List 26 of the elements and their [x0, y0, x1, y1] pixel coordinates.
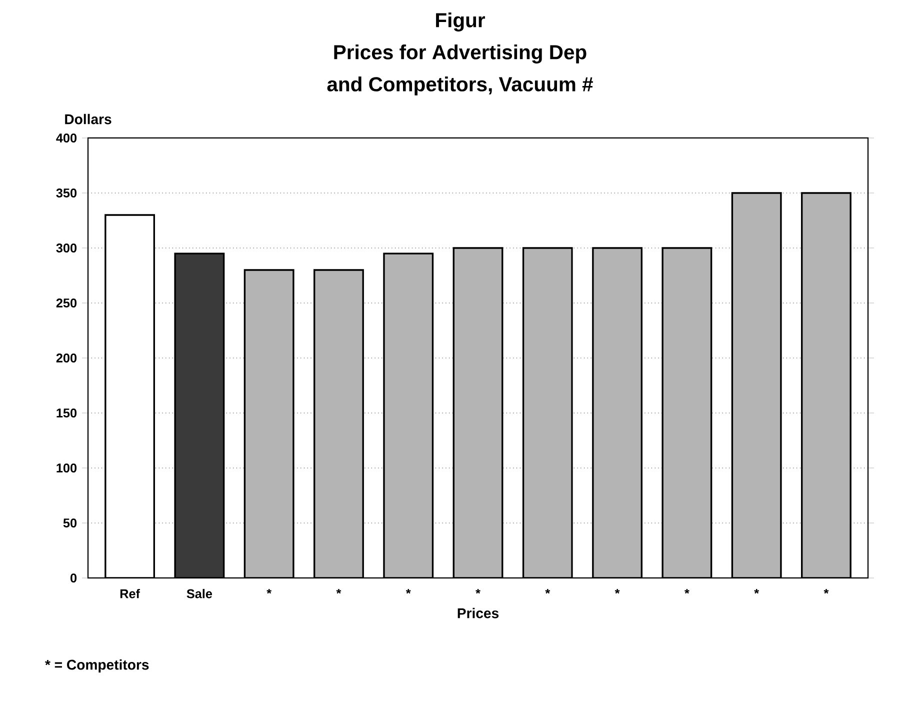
y-tick-label: 100: [56, 464, 77, 472]
chart-title: Prices for Advertising Dep: [334, 44, 586, 64]
x-tick-label: *: [824, 588, 829, 594]
y-axis-title: Dollars: [65, 114, 112, 124]
y-tick-label: 300: [56, 243, 77, 252]
y-tick-label: 0: [70, 574, 77, 582]
text: * = Competitors: [45, 659, 149, 673]
x-tick-label: *: [754, 588, 760, 594]
y-tick-label: 400: [56, 134, 77, 142]
y-tick-label: 50: [63, 518, 77, 528]
y-tick-label: 150: [56, 408, 77, 418]
x-axis-title: Prices: [458, 608, 499, 618]
chart-subtitle: and Competitors, Vacuum #: [327, 76, 593, 96]
y-tick-label: 200: [56, 354, 77, 362]
x-tick-label: Ref: [120, 588, 140, 598]
x-tick-label: *: [684, 588, 690, 594]
text: Figur: [436, 12, 485, 32]
x-tick-label: *: [476, 588, 480, 594]
x-tick-label: Sale: [186, 588, 212, 598]
x-tick-label: *: [336, 588, 342, 594]
x-tick-label: *: [545, 588, 550, 594]
x-tick-label: *: [406, 588, 411, 594]
y-tick-label: 350: [56, 188, 77, 198]
x-tick-label: *: [614, 588, 620, 594]
x-tick-label: *: [266, 588, 272, 594]
y-tick-label: 250: [56, 298, 77, 308]
